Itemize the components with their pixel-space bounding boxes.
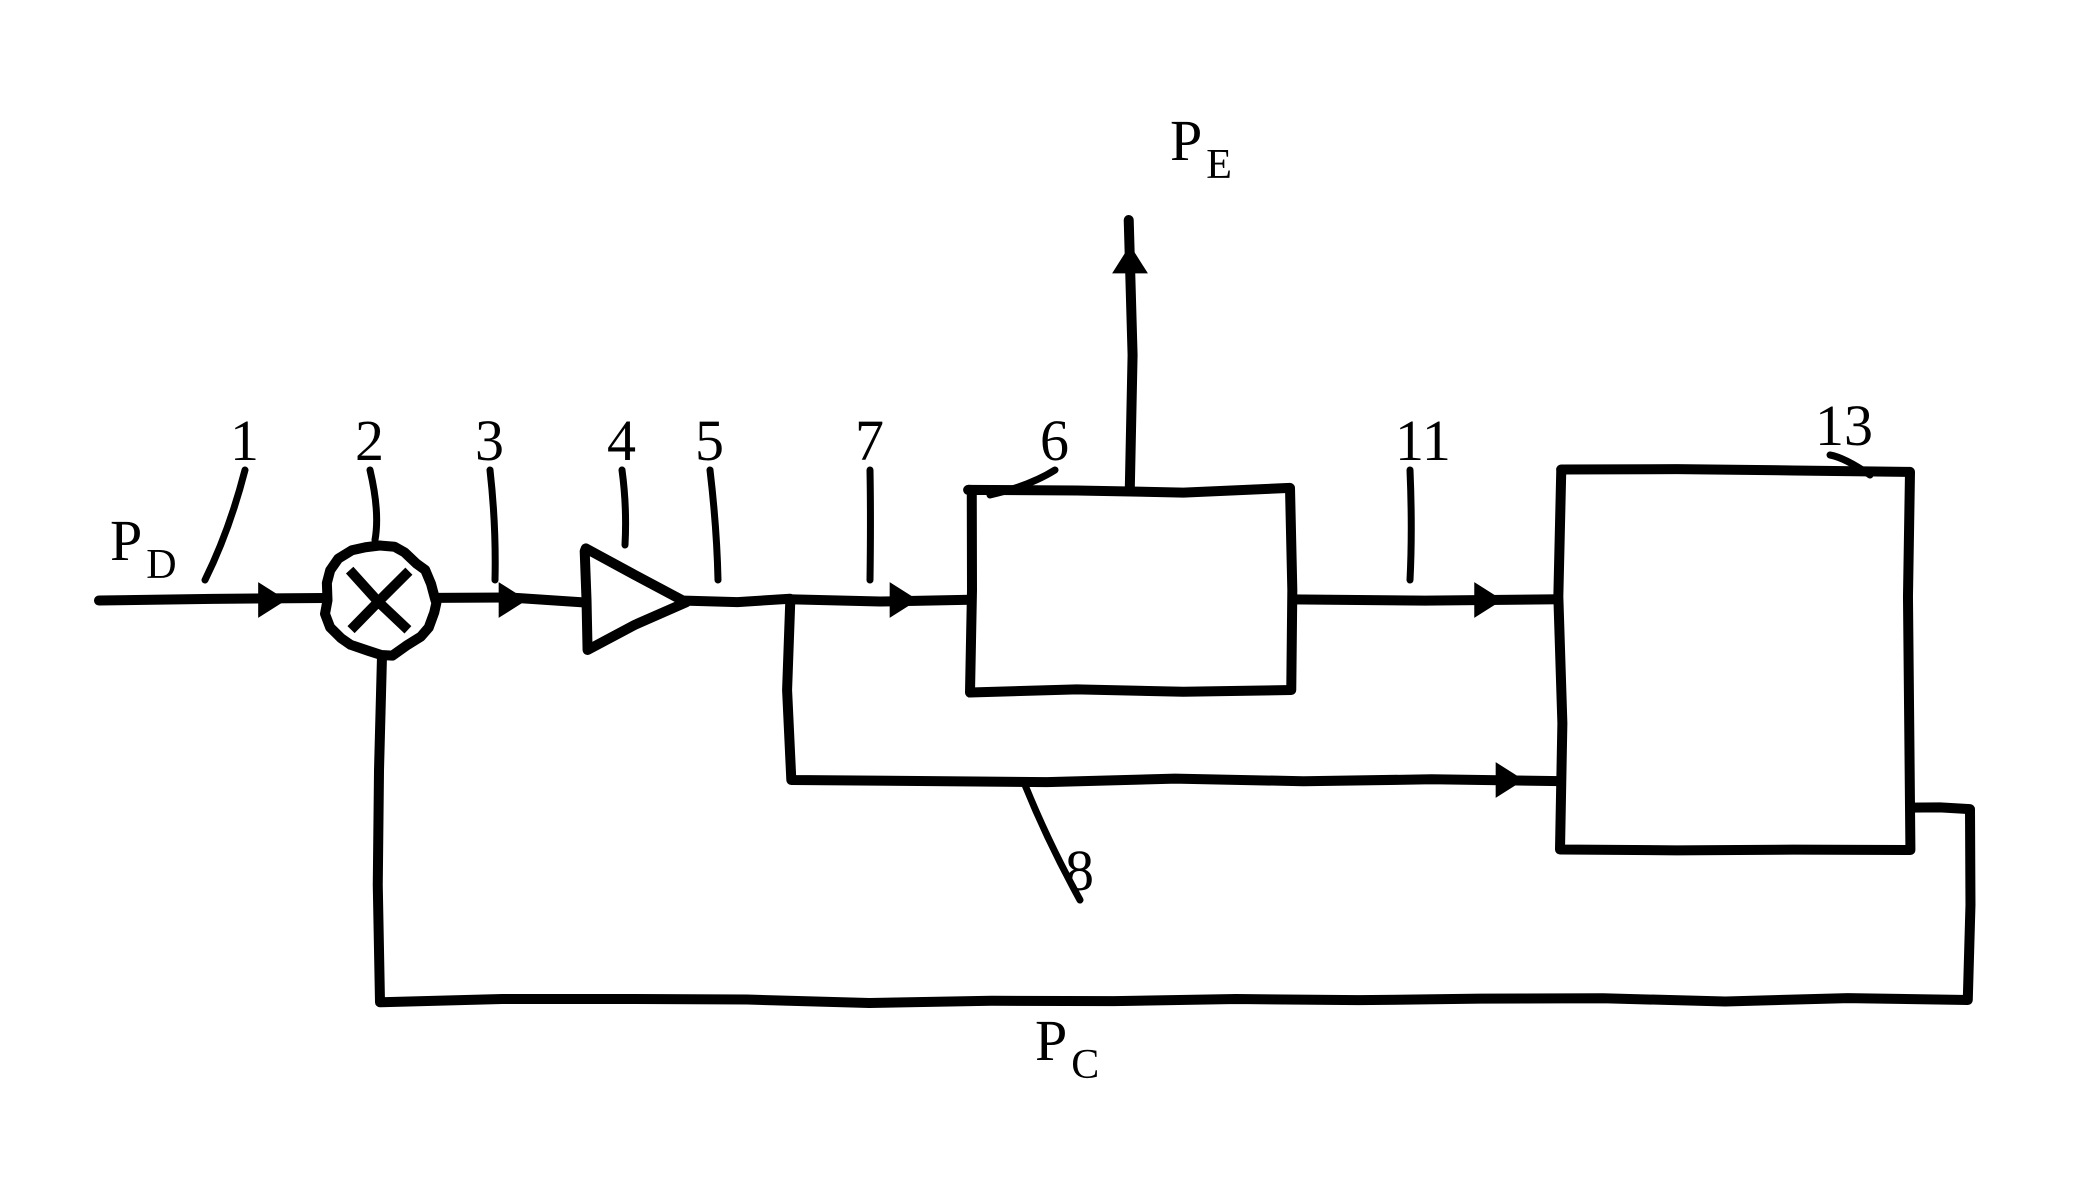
ref-number: 6 [1040,408,1069,473]
ref-number: 4 [607,408,636,473]
ref-number: 8 [1065,838,1094,903]
signal-label: PE [1170,108,1232,188]
amplifier-icon [585,548,686,650]
block-block6 [968,488,1292,693]
ref-number: 2 [355,408,384,473]
ref-number: 13 [1815,393,1873,458]
ref-number: 1 [230,408,259,473]
ref-number: 7 [855,408,884,473]
ref-number: 3 [475,408,504,473]
signal-label: PD [110,508,177,588]
ref-number: 11 [1395,408,1451,473]
ref-number: 5 [695,408,724,473]
signal-label: PC [1035,1008,1099,1088]
block-block13 [1558,469,1910,850]
